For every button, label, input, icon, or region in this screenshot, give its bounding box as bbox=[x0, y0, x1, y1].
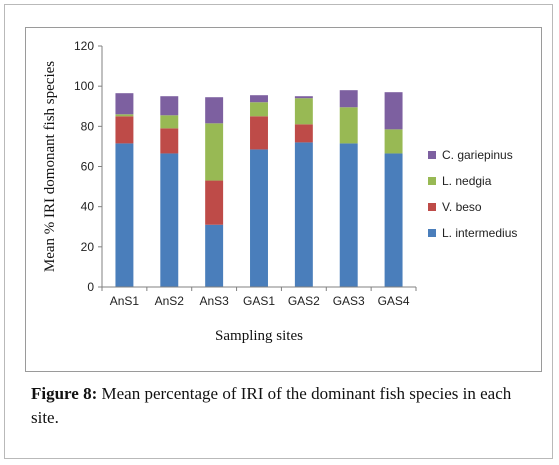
bar-segment bbox=[115, 143, 134, 287]
bar-segment bbox=[160, 153, 179, 287]
y-tick-label: 80 bbox=[81, 119, 95, 133]
bars bbox=[115, 90, 403, 287]
bar-segment bbox=[250, 149, 268, 287]
legend-swatch bbox=[428, 177, 436, 185]
legend-label: C. gariepinus bbox=[442, 148, 513, 162]
figure-frame: 0 20 40 60 80 100 120 AnS1 AnS2 AnS3 GAS1 GAS2 GAS3… bbox=[4, 4, 553, 459]
x-tick-label: GAS3 bbox=[333, 294, 365, 308]
bar-segment bbox=[384, 153, 403, 287]
legend-label: V. beso bbox=[442, 200, 482, 214]
x-axis-title: Sampling sites bbox=[215, 328, 303, 344]
bar-segment bbox=[205, 224, 224, 287]
bar-segment bbox=[250, 116, 268, 150]
y-tick-label: 0 bbox=[87, 280, 94, 294]
x-axis: AnS1 AnS2 AnS3 GAS1 GAS2 GAS3 GAS4 bbox=[101, 286, 417, 308]
bar-segment bbox=[160, 128, 179, 154]
legend-swatch bbox=[428, 151, 436, 159]
stacked-bar-chart: 0 20 40 60 80 100 120 AnS1 AnS2 AnS3 GAS1 GAS2 GAS3… bbox=[42, 39, 517, 344]
y-axis-title: Mean % IRI domonant fish species bbox=[42, 61, 58, 272]
bar-segment bbox=[384, 129, 403, 154]
x-tick-label: AnS3 bbox=[199, 294, 229, 308]
legend-label: L. nedgia bbox=[442, 174, 492, 188]
legend: C. gariepinus L. nedgia V. beso L. intermed… bbox=[428, 148, 517, 240]
bar-segment bbox=[339, 90, 358, 108]
y-axis: 0 20 40 60 80 100 120 bbox=[74, 39, 103, 294]
y-tick-label: 40 bbox=[81, 200, 95, 214]
figure-caption: Figure 8: Mean percentage of IRI of the … bbox=[31, 382, 543, 430]
bar-segment bbox=[205, 123, 224, 181]
y-tick-label: 60 bbox=[81, 160, 95, 174]
bar-segment bbox=[160, 96, 179, 116]
x-tick-label: AnS1 bbox=[110, 294, 140, 308]
bar-segment bbox=[205, 180, 224, 225]
bar-segment bbox=[205, 97, 224, 124]
bar-segment bbox=[339, 143, 358, 287]
bar-segment bbox=[250, 95, 268, 103]
bar-segment bbox=[384, 92, 403, 130]
bar-segment bbox=[294, 96, 313, 99]
legend-label: L. intermedius bbox=[442, 226, 517, 240]
bar-segment bbox=[294, 98, 313, 125]
bar-segment bbox=[160, 115, 179, 129]
bar-segment bbox=[294, 124, 313, 143]
chart-container: 0 20 40 60 80 100 120 AnS1 AnS2 AnS3 GAS1 GAS2 GAS3… bbox=[25, 27, 542, 372]
bar-segment bbox=[250, 102, 268, 117]
bar-segment bbox=[294, 142, 313, 287]
bar-segment bbox=[115, 93, 134, 115]
y-tick-label: 120 bbox=[74, 39, 94, 53]
y-tick-label: 20 bbox=[81, 240, 95, 254]
legend-swatch bbox=[428, 203, 436, 211]
bar-segment bbox=[115, 114, 134, 117]
caption-label: Figure 8: bbox=[31, 384, 98, 403]
x-tick-label: GAS4 bbox=[378, 294, 410, 308]
x-tick-label: GAS1 bbox=[243, 294, 275, 308]
y-tick-label: 100 bbox=[74, 79, 94, 93]
caption-text: Mean percentage of IRI of the dominant f… bbox=[31, 384, 512, 427]
bar-segment bbox=[115, 116, 134, 144]
bar-segment bbox=[339, 107, 358, 144]
legend-swatch bbox=[428, 229, 436, 237]
x-tick-label: AnS2 bbox=[155, 294, 185, 308]
x-tick-label: GAS2 bbox=[288, 294, 320, 308]
